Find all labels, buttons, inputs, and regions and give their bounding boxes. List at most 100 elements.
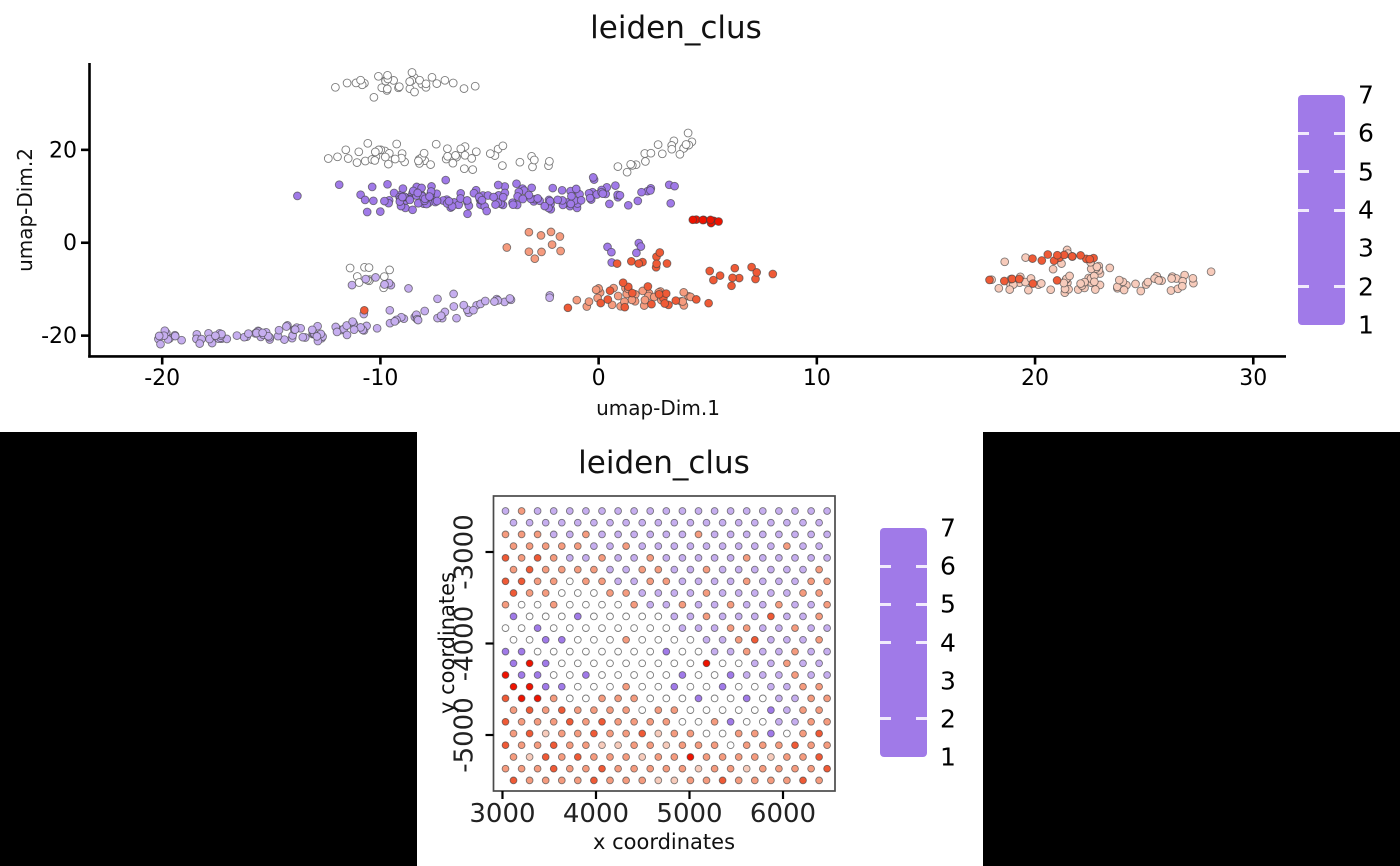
data-point — [718, 565, 727, 574]
data-point — [404, 284, 413, 293]
data-point — [525, 612, 534, 621]
data-point — [807, 554, 815, 562]
data-point — [671, 296, 681, 305]
data-point — [154, 331, 164, 341]
data-point — [654, 542, 663, 550]
data-point — [509, 589, 518, 597]
data-point — [702, 706, 711, 714]
data-point — [646, 624, 655, 632]
data-point — [734, 589, 743, 597]
colorbar-tick — [1334, 131, 1345, 135]
data-point — [298, 332, 308, 342]
data-point — [710, 647, 719, 656]
data-point — [613, 291, 623, 301]
data-point — [686, 565, 695, 574]
data-point — [533, 577, 542, 586]
data-point — [557, 565, 566, 574]
data-point — [606, 729, 614, 738]
data-point — [525, 542, 534, 550]
data-point — [622, 776, 630, 785]
data-point — [670, 589, 679, 597]
data-point — [775, 554, 783, 562]
data-point — [999, 276, 1009, 286]
data-point — [660, 299, 670, 308]
data-point — [622, 753, 630, 761]
data-point — [576, 195, 586, 205]
data-point — [688, 215, 698, 225]
data-point — [694, 554, 703, 562]
data-point — [815, 753, 823, 761]
data-point — [783, 635, 791, 644]
data-point — [799, 753, 807, 761]
data-point — [549, 507, 558, 515]
data-point — [598, 764, 606, 773]
colorbar-label: 5 — [940, 589, 956, 619]
data-point — [606, 612, 614, 621]
data-point — [509, 776, 518, 785]
data-point — [547, 240, 557, 249]
data-point — [807, 577, 815, 586]
data-point — [662, 741, 671, 750]
data-point — [823, 764, 831, 773]
data-point — [549, 694, 558, 703]
data-point — [815, 542, 823, 550]
colorbar-label: 2 — [1358, 272, 1374, 302]
data-point — [533, 647, 542, 656]
data-point — [742, 624, 751, 632]
data-point — [823, 741, 831, 750]
data-point — [426, 160, 435, 169]
data-point — [815, 635, 823, 644]
data-point — [614, 530, 622, 539]
data-point — [823, 577, 831, 586]
data-point — [443, 151, 452, 161]
data-point — [459, 84, 469, 93]
data-point — [718, 542, 727, 550]
data-point — [525, 518, 534, 527]
data-point — [517, 764, 526, 773]
data-point — [702, 635, 711, 644]
data-point — [702, 518, 711, 527]
data-point — [646, 530, 655, 539]
data-point — [436, 311, 446, 321]
data-point — [726, 694, 735, 703]
data-point — [657, 149, 667, 159]
data-point — [611, 181, 620, 190]
data-point — [565, 577, 574, 586]
data-point — [815, 776, 823, 785]
data-point — [614, 554, 622, 562]
colorbar-tick — [1298, 208, 1309, 212]
data-point — [686, 518, 695, 527]
data-point — [702, 729, 711, 738]
data-point — [670, 542, 679, 550]
data-point — [533, 194, 543, 203]
data-point — [549, 554, 558, 562]
data-point — [767, 753, 775, 761]
data-point — [646, 694, 655, 703]
data-point — [742, 600, 751, 609]
data-point — [679, 287, 689, 297]
data-point — [783, 542, 791, 550]
data-point — [517, 530, 526, 539]
data-point — [807, 647, 815, 656]
data-point — [686, 682, 695, 691]
data-point — [646, 671, 655, 679]
data-point — [565, 624, 574, 632]
data-point — [807, 694, 815, 703]
data-point — [490, 297, 499, 306]
data-point — [752, 268, 762, 277]
colorbar-tick — [916, 717, 927, 721]
data-point — [686, 776, 695, 785]
data-point — [742, 647, 751, 656]
data-point — [622, 729, 630, 738]
data-point — [614, 647, 622, 656]
data-point — [670, 612, 679, 621]
data-point — [734, 635, 743, 644]
data-point — [614, 694, 622, 703]
data-point — [620, 302, 630, 312]
data-point — [565, 764, 574, 773]
data-point — [638, 729, 647, 738]
data-point — [646, 577, 655, 586]
data-point — [433, 294, 442, 304]
data-point — [783, 776, 791, 785]
data-point — [605, 199, 614, 209]
